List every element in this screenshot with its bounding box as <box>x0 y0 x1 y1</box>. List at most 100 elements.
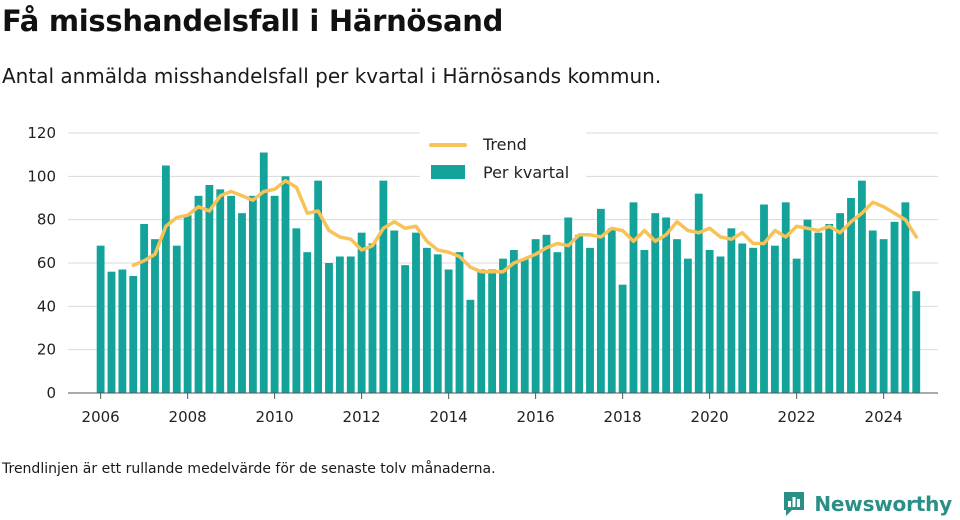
bar <box>401 265 410 393</box>
y-tick-label: 80 <box>37 211 56 229</box>
bar <box>357 232 366 393</box>
bar <box>194 195 203 393</box>
x-tick-label: 2020 <box>691 408 729 426</box>
bar <box>520 258 529 393</box>
trend-line <box>131 178 919 274</box>
bar <box>140 224 149 393</box>
bar <box>422 247 431 393</box>
x-tick-label: 2012 <box>343 408 381 426</box>
newsworthy-logo-icon <box>784 492 805 516</box>
bar <box>227 195 236 393</box>
y-tick-label: 120 <box>27 124 56 142</box>
chart-title: Få misshandelsfall i Härnösand <box>2 4 504 38</box>
bar <box>629 202 638 393</box>
bar <box>151 239 159 393</box>
bar <box>270 195 279 393</box>
y-tick-label: 100 <box>27 167 56 185</box>
x-tick-label: 2018 <box>604 408 642 426</box>
x-tick-label: 2022 <box>778 408 816 426</box>
x-tick-label: 2024 <box>865 408 903 426</box>
bar <box>749 247 758 393</box>
bar <box>651 213 660 393</box>
bar <box>172 245 181 393</box>
bar <box>455 252 464 393</box>
bar <box>488 269 497 393</box>
legend-label-trend: Trend <box>482 135 527 154</box>
bar <box>216 189 225 393</box>
y-tick-label: 60 <box>37 254 56 272</box>
bar <box>205 185 214 393</box>
bar <box>618 284 627 393</box>
bar <box>96 245 105 393</box>
trend-series <box>131 178 919 274</box>
y-tick-label: 0 <box>46 384 56 402</box>
legend: Trend Per kvartal <box>420 130 586 190</box>
bar <box>890 221 899 393</box>
bar <box>857 180 866 393</box>
bar <box>716 256 725 393</box>
bar <box>738 243 747 393</box>
bar <box>879 239 888 393</box>
bar <box>248 195 257 393</box>
y-tick-label: 20 <box>37 341 56 359</box>
bar <box>781 202 790 393</box>
bar <box>412 232 420 393</box>
bar <box>183 215 192 393</box>
bar <box>901 202 910 393</box>
bar <box>586 247 594 393</box>
bar <box>292 228 301 393</box>
bar <box>107 271 116 393</box>
bar <box>836 213 845 393</box>
bar <box>825 224 834 393</box>
bar <box>770 245 779 393</box>
bar <box>390 230 399 393</box>
bar <box>607 228 616 393</box>
bar <box>444 269 453 393</box>
x-tick-label: 2006 <box>82 408 120 426</box>
brand[interactable]: Newsworthy <box>782 488 952 520</box>
bar <box>662 217 671 393</box>
bar <box>814 232 823 393</box>
bar <box>760 204 768 393</box>
bar <box>325 263 333 393</box>
brand-name: Newsworthy <box>814 492 952 516</box>
bar <box>259 152 268 393</box>
bar <box>161 165 170 393</box>
bar <box>477 269 486 393</box>
bar <box>564 217 573 393</box>
bar-series <box>96 152 921 393</box>
legend-label-bars: Per kvartal <box>483 163 569 182</box>
bar <box>314 180 323 393</box>
bar <box>509 250 518 393</box>
bar <box>379 180 388 393</box>
bar <box>433 254 442 393</box>
footnote: Trendlinjen är ett rullande medelvärde f… <box>2 461 496 477</box>
bar <box>238 213 246 393</box>
bar <box>335 256 344 393</box>
bar <box>912 291 921 393</box>
chart: 0 20 40 60 80 100 120 2006 2008 2010 2012 2014 2016 2… <box>27 124 938 426</box>
bar <box>727 228 736 393</box>
chart-subtitle: Antal anmälda misshandelsfall per kvarta… <box>2 64 662 88</box>
bar <box>303 252 312 393</box>
bar <box>129 276 138 393</box>
axes: 0 20 40 60 80 100 120 2006 2008 2010 2012 2014 2016 2… <box>27 124 938 426</box>
x-tick-label: 2008 <box>169 408 207 426</box>
bar <box>531 239 540 393</box>
bar <box>694 193 703 393</box>
bar <box>683 258 692 393</box>
bar <box>553 252 562 393</box>
bar <box>803 219 812 393</box>
bar <box>118 269 127 393</box>
y-tick-label: 40 <box>37 297 56 315</box>
bar <box>640 250 649 393</box>
bar <box>868 230 877 393</box>
bar <box>346 256 355 393</box>
x-tick-label: 2016 <box>517 408 555 426</box>
bar <box>792 258 801 393</box>
bar <box>575 234 584 393</box>
bar <box>281 176 290 393</box>
bar <box>368 243 377 393</box>
x-tick-label: 2010 <box>256 408 294 426</box>
bar <box>705 250 714 393</box>
